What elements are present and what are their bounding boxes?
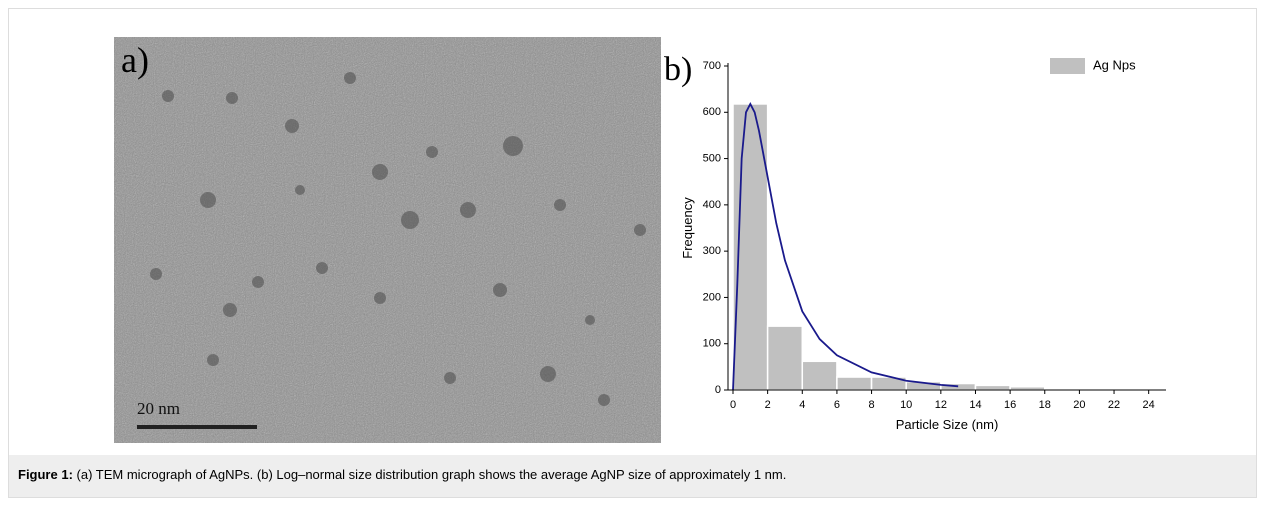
y-axis-title: Frequency (680, 197, 695, 259)
x-tick-label: 24 (1143, 399, 1155, 411)
x-tick-label: 2 (765, 399, 771, 411)
histogram-chart: b) Particle Size (nm) Frequency 01002003… (664, 51, 1166, 432)
x-tick-label: 0 (730, 399, 736, 411)
y-tick-label: 0 (715, 384, 721, 396)
bar (836, 376, 873, 391)
tem-image: 20 nm a) (114, 37, 661, 443)
x-tick-label: 18 (1039, 399, 1051, 411)
bar (766, 325, 804, 391)
x-tick-label: 12 (935, 399, 947, 411)
bar (974, 384, 1011, 391)
bar (801, 360, 838, 391)
particles (150, 72, 646, 406)
y-tick-label: 600 (703, 106, 721, 118)
tem-texture (114, 37, 661, 443)
caption-text: (a) TEM micrograph of AgNPs. (b) Log–nor… (77, 467, 787, 482)
legend-label: Ag Nps (1093, 57, 1136, 72)
y-tick-label: 400 (703, 199, 721, 211)
panel-label: b) (664, 51, 692, 88)
x-tick-label: 22 (1108, 399, 1120, 411)
x-axis-title: Particle Size (nm) (896, 417, 999, 432)
fit-curve (732, 102, 959, 391)
x-tick-label: 16 (1004, 399, 1016, 411)
scale-bar-label: 20 nm (137, 399, 180, 418)
x-tick-label: 20 (1073, 399, 1085, 411)
caption: Figure 1: (a) TEM micrograph of AgNPs. (… (18, 467, 786, 482)
legend-swatch (1050, 58, 1085, 74)
x-tick-label: 10 (900, 399, 912, 411)
x-tick-label: 4 (799, 399, 805, 411)
x-tick-label: 6 (834, 399, 840, 411)
x-tick-label: 14 (969, 399, 981, 411)
panel-label: a) (121, 40, 149, 80)
x-tick-label: 8 (868, 399, 874, 411)
y-tick-label: 700 (703, 60, 721, 72)
y-tick-label: 300 (703, 245, 721, 257)
caption-label: Figure 1: (18, 467, 73, 482)
y-tick-label: 100 (703, 338, 721, 350)
y-tick-label: 500 (703, 152, 721, 164)
y-tick-label: 200 (703, 291, 721, 303)
caption-band (9, 455, 1256, 497)
